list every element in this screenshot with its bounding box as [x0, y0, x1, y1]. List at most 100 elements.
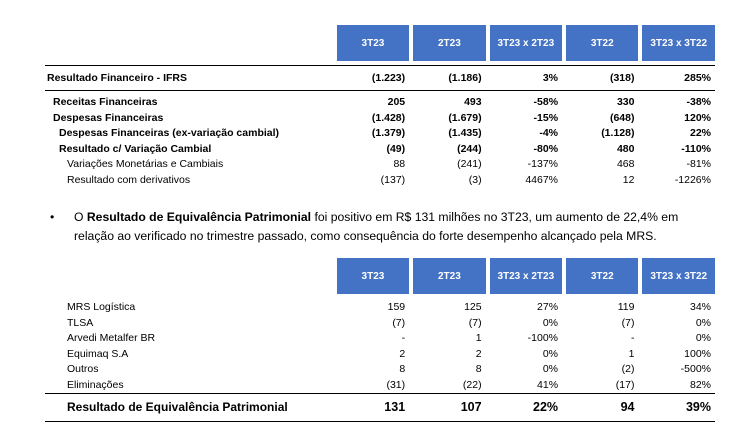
cell-value: 0%	[695, 332, 711, 344]
equity-result-table: 3T23 2T23 3T23 x 2T23 3T22 3T23 x 3T22 M…	[45, 258, 715, 422]
column-header: 3T23	[336, 25, 410, 61]
cell-value: -58%	[533, 96, 559, 108]
cell-value: 94	[566, 393, 639, 422]
header-blank	[45, 25, 337, 61]
cell-value: -137%	[527, 158, 559, 171]
row-label: Resultado c/ Variação Cambial	[59, 142, 212, 155]
cell-value: -81%	[686, 158, 711, 171]
cell-value: 22%	[689, 127, 711, 140]
row-label: Arvedi Metalfer BR	[67, 332, 156, 344]
cell-value: 8	[475, 363, 482, 375]
cell-value: (244)	[457, 142, 482, 155]
column-header: 3T23 x 3T22	[642, 258, 715, 294]
row-label: Eliminações	[67, 378, 124, 391]
cell-value: -80%	[533, 142, 559, 155]
row-label: Outros	[67, 363, 99, 375]
bullet-point: •	[50, 210, 55, 224]
cell-value: 205	[387, 96, 406, 108]
cell-value: 2	[399, 347, 406, 360]
cell-value: (3)	[468, 173, 482, 186]
row-label: Resultado com derivativos	[67, 173, 191, 186]
cell-value: 0%	[542, 316, 559, 329]
table-row: TLSA (7) (7) 0% (7) 0%	[45, 316, 715, 332]
cell-value: 12	[622, 173, 635, 186]
header-blank	[45, 258, 337, 294]
cell-value: 285%	[642, 65, 715, 91]
cell-value: 39%	[642, 393, 715, 422]
cell-value: -110%	[681, 142, 711, 155]
paragraph-post: foi positivo em R$ 131 milhões no 3T23, …	[74, 210, 679, 243]
cell-value: (1.435)	[448, 127, 482, 140]
cell-value: (22)	[462, 378, 482, 391]
paragraph-text: O Resultado de Equivalência Patrimonial …	[74, 208, 720, 246]
row-label: Receitas Financeiras	[53, 96, 158, 108]
table-row: Eliminações (31) (22) 41% (17) 82%	[45, 378, 715, 394]
cell-value: 82%	[689, 378, 711, 391]
cell-value: 4467%	[525, 173, 559, 186]
cell-value: -38%	[686, 96, 711, 108]
cell-value: 88	[393, 158, 406, 171]
row-label: Resultado de Equivalência Patrimonial	[45, 393, 337, 422]
cell-value: 125	[464, 301, 482, 313]
table-header-row: 3T23 2T23 3T23 x 2T23 3T22 3T23 x 3T22	[45, 25, 715, 61]
cell-value: (1.379)	[371, 127, 406, 140]
cell-value: 480	[616, 142, 635, 155]
cell-value: 1	[628, 347, 635, 360]
cell-value: 1	[475, 332, 482, 344]
table-row: Resultado c/ Variação Cambial (49) (244)…	[45, 142, 715, 158]
cell-value: 41%	[537, 378, 559, 391]
column-header: 3T23 x 3T22	[642, 25, 715, 61]
column-header: 3T23 x 2T23	[489, 25, 563, 61]
cell-value: (31)	[386, 378, 406, 391]
cell-value: 0%	[542, 347, 559, 360]
cell-value: 27%	[537, 301, 559, 313]
table-row: Arvedi Metalfer BR - 1 -100% - 0%	[45, 331, 715, 347]
column-header: 3T23 x 2T23	[489, 258, 563, 294]
cell-value: (1.679)	[448, 111, 482, 124]
column-header: 3T22	[566, 258, 639, 294]
column-header: 2T23	[413, 258, 486, 294]
cell-value: -1226%	[674, 173, 711, 186]
paragraph-pre: O	[74, 210, 87, 224]
column-header: 2T23	[413, 25, 486, 61]
cell-value: 131	[336, 393, 410, 422]
table-row-total: Resultado de Equivalência Patrimonial 13…	[45, 393, 715, 422]
column-header: 3T22	[566, 25, 639, 61]
table-row: Despesas Financeiras (1.428) (1.679) -15…	[45, 111, 715, 127]
cell-value: (49)	[386, 142, 406, 155]
cell-value: -4%	[539, 127, 559, 140]
financial-result-table: 3T23 2T23 3T23 x 2T23 3T22 3T23 x 3T22 R…	[45, 25, 715, 189]
cell-value: (2)	[621, 363, 635, 375]
cell-value: (648)	[609, 111, 635, 124]
table-row: Despesas Financeiras (ex-variação cambia…	[45, 126, 715, 142]
cell-value: -	[630, 332, 635, 344]
cell-value: (1.128)	[601, 127, 635, 140]
row-label: Resultado Financeiro - IFRS	[45, 65, 337, 91]
cell-value: 159	[387, 301, 406, 313]
cell-value: -500%	[680, 363, 711, 375]
cell-value: 0%	[695, 316, 711, 329]
cell-value: (137)	[380, 173, 406, 186]
row-label: Despesas Financeiras (ex-variação cambia…	[59, 127, 280, 140]
cell-value: 468	[616, 158, 635, 171]
cell-value: -	[401, 332, 406, 344]
cell-value: 2	[475, 347, 482, 360]
cell-value: -100%	[527, 332, 559, 344]
row-label: Variações Monetárias e Cambiais	[67, 158, 224, 171]
table-row: Outros 8 8 0% (2) -500%	[45, 362, 715, 378]
cell-value: 22%	[489, 393, 563, 422]
cell-value: 34%	[689, 301, 711, 313]
cell-value: (241)	[457, 158, 482, 171]
cell-value: 107	[413, 393, 486, 422]
row-label: TLSA	[67, 316, 94, 329]
paragraph-bold: Resultado de Equivalência Patrimonial	[86, 210, 312, 224]
cell-value: 8	[399, 363, 406, 375]
table-row: Variações Monetárias e Cambiais 88 (241)…	[45, 157, 715, 173]
column-header: 3T23	[336, 258, 410, 294]
equity-result-paragraph: • O Resultado de Equivalência Patrimonia…	[50, 208, 720, 246]
cell-value: 100%	[684, 347, 711, 360]
cell-value: (1.186)	[413, 65, 486, 91]
table-header-row: 3T23 2T23 3T23 x 2T23 3T22 3T23 x 3T22	[45, 258, 715, 294]
row-label: Despesas Financeiras	[53, 111, 164, 124]
cell-value: -15%	[533, 111, 559, 124]
